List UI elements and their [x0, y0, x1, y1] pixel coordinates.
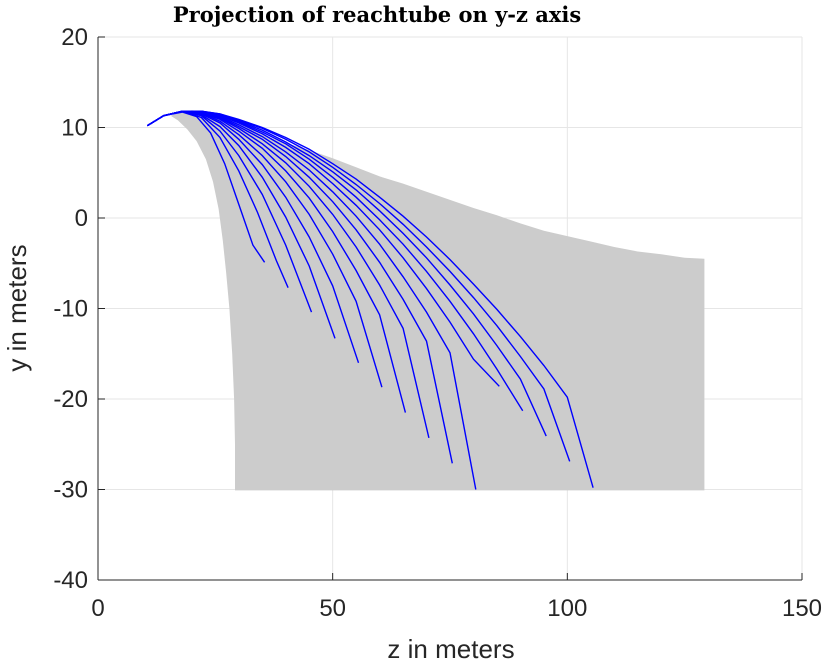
trajectory-line-15	[146, 110, 594, 488]
chart-title: Projection of reachtube on y-z axis	[173, 2, 581, 27]
y-tick-label: -20	[53, 386, 88, 413]
y-tick-label: -10	[53, 296, 88, 323]
y-tick-label: 10	[61, 115, 88, 142]
x-axis-label: z in meters	[387, 634, 514, 662]
y-tick-label: -40	[53, 567, 88, 594]
x-tick-label: 100	[547, 595, 587, 622]
y-axis-label: y in meters	[2, 244, 32, 371]
y-tick-label: -30	[53, 477, 88, 504]
trajectory-series	[146, 110, 594, 490]
y-tick-label: 0	[75, 205, 88, 232]
y-tick-label: 20	[61, 24, 88, 51]
axes	[97, 36, 803, 581]
x-tick-label: 50	[319, 595, 346, 622]
x-tick-label: 0	[91, 595, 104, 622]
reachtube-region	[170, 110, 705, 491]
x-tick-label: 150	[782, 595, 822, 622]
